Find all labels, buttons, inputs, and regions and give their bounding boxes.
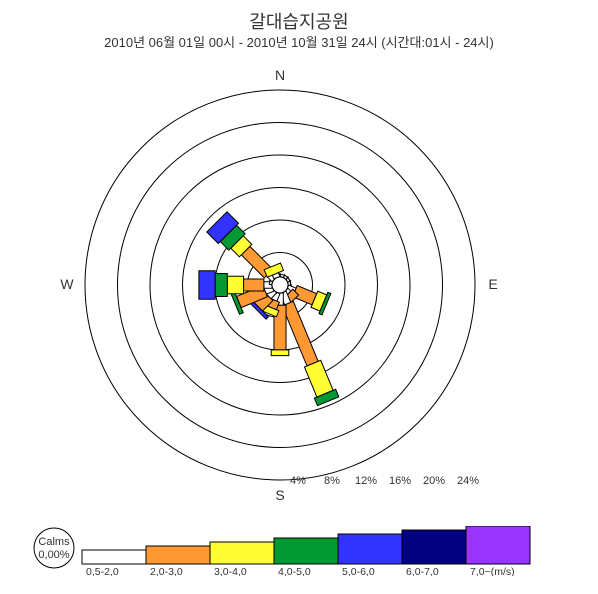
- ring: [85, 90, 475, 480]
- legend-swatch: [338, 534, 402, 564]
- legend-svg: Calms0,00% 0,5-2,0 2,0-3,0 3,0-4,0 4,0-5,0 5,…: [32, 526, 566, 576]
- legend: Calms0,00% 0,5-2,0 2,0-3,0 3,0-4,0 4,0-5,0 5,…: [32, 526, 566, 576]
- compass-s: S: [275, 487, 284, 503]
- wind-bar-segment: [227, 276, 243, 294]
- calms-label: Calms: [38, 536, 70, 548]
- ring-label: 16%: [389, 475, 411, 487]
- ring: [118, 123, 443, 448]
- windrose-chart-container: { "title": "갈대습지공원", "title_fontsize": 1…: [0, 0, 598, 594]
- calms-circle: [34, 528, 74, 568]
- legend-bin-label: 4,0-5,0: [278, 566, 311, 576]
- ring: [150, 155, 410, 415]
- calms-value: 0,00%: [38, 549, 69, 561]
- legend-swatch: [274, 538, 338, 564]
- compass-n: N: [275, 67, 285, 83]
- legend-bin-label: 2,0-3,0: [150, 566, 183, 576]
- compass-w: W: [60, 276, 74, 292]
- legend-swatch: [146, 546, 210, 564]
- legend-bin-label: 5,0-6,0: [342, 566, 375, 576]
- wind-bar-segment: [271, 350, 289, 356]
- legend-swatch: [466, 526, 530, 564]
- legend-swatch: [402, 530, 466, 564]
- legend-swatch: [210, 542, 274, 564]
- legend-bin-label: 6,0-7,0: [406, 566, 439, 576]
- ring-label: 4%: [290, 475, 306, 487]
- legend-swatch: [82, 550, 146, 564]
- legend-bin-label: 7,0~(m/s): [470, 566, 515, 576]
- wind-bar-segment: [199, 271, 215, 300]
- legend-bin-label: 3,0-4,0: [214, 566, 247, 576]
- ring-label: 24%: [457, 475, 479, 487]
- ring-label: 8%: [324, 475, 340, 487]
- wind-bar-segment: [215, 273, 227, 296]
- ring-label: 12%: [355, 475, 377, 487]
- wind-bar-segment: [244, 279, 264, 291]
- ring-label: 20%: [423, 475, 445, 487]
- legend-bin-label: 0,5-2,0: [86, 566, 119, 576]
- compass-e: E: [488, 276, 497, 292]
- windrose-svg: N S W E 4% 8% 12% 16% 20% 24%: [0, 10, 598, 550]
- wind-bar-segment: [304, 360, 333, 397]
